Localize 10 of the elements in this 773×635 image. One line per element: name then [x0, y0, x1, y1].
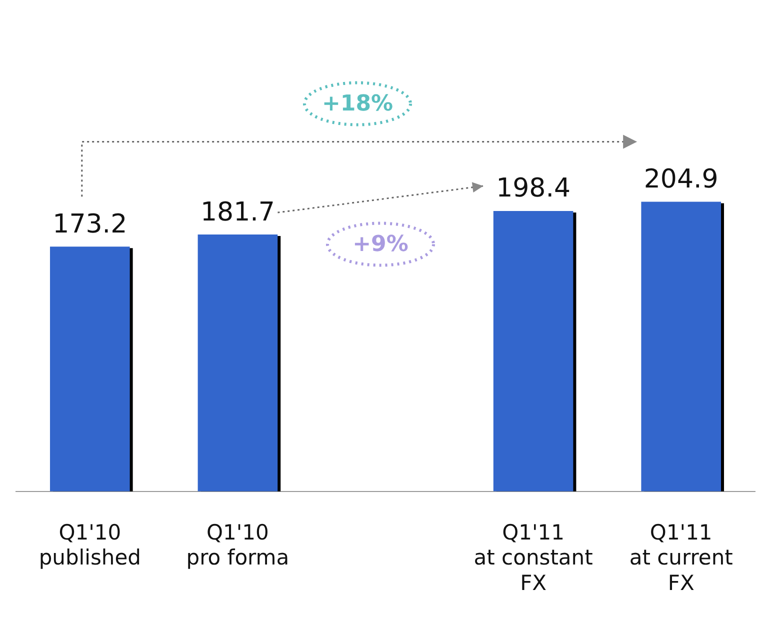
x-tick-label: Q1'11 at current FX: [629, 520, 733, 595]
annotation: +9%: [352, 232, 408, 257]
text: +18%: [322, 91, 394, 116]
data-label: 173.2: [52, 209, 128, 240]
x-tick-label: Q1'11 at constant FX: [474, 520, 593, 595]
x-tick-label: Q1'10 published: [38, 520, 141, 570]
data-label: 198.4: [496, 174, 571, 204]
x-tick-label: Q1'10 pro forma: [186, 520, 290, 570]
data-label: 181.7: [200, 197, 275, 228]
data-label: 204.9: [644, 164, 718, 195]
